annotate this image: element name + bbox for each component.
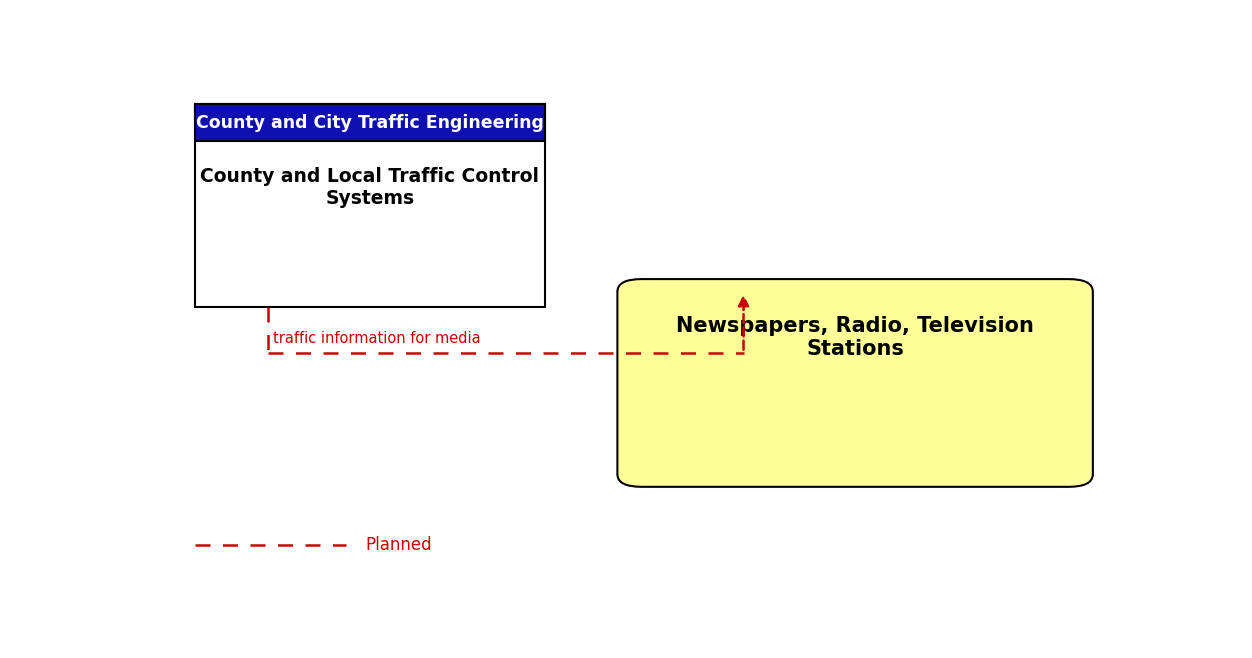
Text: Newspapers, Radio, Television
Stations: Newspapers, Radio, Television Stations (676, 316, 1034, 359)
FancyBboxPatch shape (195, 104, 545, 141)
FancyBboxPatch shape (617, 279, 1093, 487)
FancyBboxPatch shape (195, 104, 545, 307)
Text: County and Local Traffic Control
Systems: County and Local Traffic Control Systems (200, 167, 540, 208)
Text: County and City Traffic Engineering: County and City Traffic Engineering (197, 114, 543, 132)
Text: Planned: Planned (366, 536, 432, 554)
Text: traffic information for media: traffic information for media (273, 332, 481, 347)
